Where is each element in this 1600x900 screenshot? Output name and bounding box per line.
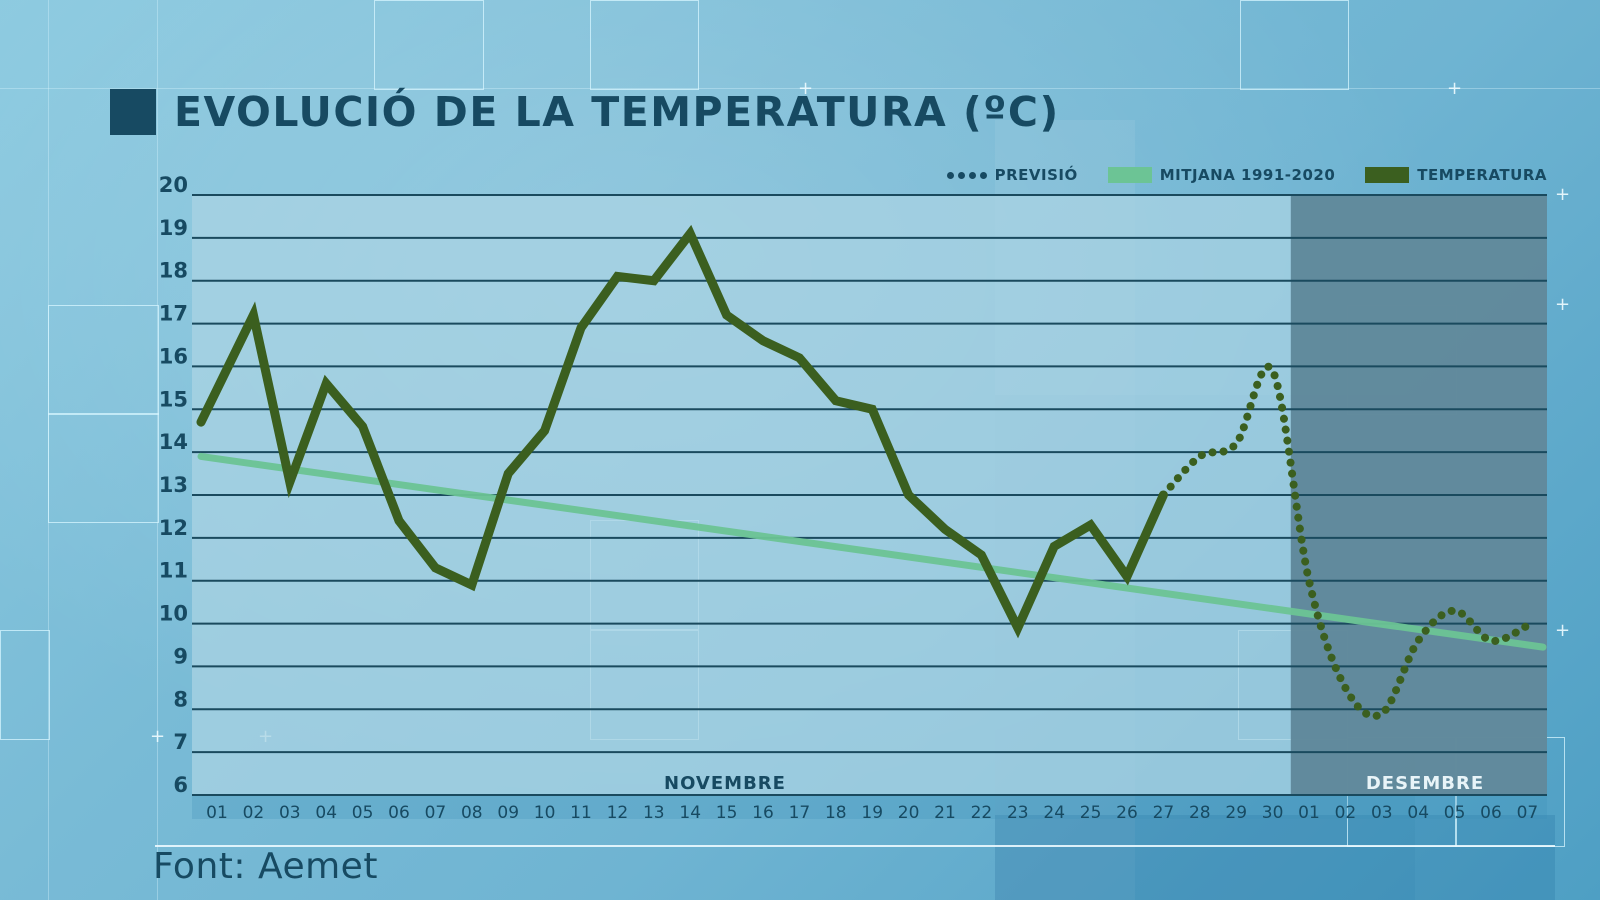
plus-icon: + [150,726,166,747]
x-tick-label: 05 [352,803,374,823]
x-tick-label: 08 [461,803,483,823]
x-tick-label: 20 [898,803,920,823]
average-swatch-icon [1107,167,1152,183]
x-tick-label: 23 [1007,803,1029,823]
y-tick-label: 19 [159,216,188,240]
x-tick-label: 03 [1371,803,1393,823]
x-axis-band [192,795,1547,819]
decorative-frame [48,413,159,523]
x-tick-label: 18 [825,803,847,823]
x-tick-label: 22 [971,803,993,823]
y-tick-label: 6 [173,773,188,797]
legend-label: PREVISIÓ [994,166,1078,184]
y-tick-label: 11 [159,559,188,583]
decorative-frame [48,305,159,415]
plus-icon: + [1555,620,1571,641]
y-tick-label: 15 [159,387,188,411]
temperature-line [196,224,1168,639]
x-tick-label: 07 [1517,803,1539,823]
x-tick-label: 12 [607,803,629,823]
x-tick-label: 28 [1189,803,1211,823]
x-tick-label: 02 [243,803,265,823]
y-tick-label: 17 [159,302,188,326]
x-tick-label: 05 [1444,803,1466,823]
month-label-november: NOVEMBRE [664,773,786,794]
x-tick-label: 04 [1407,803,1429,823]
y-tick-label: 13 [159,473,188,497]
x-tick-label: 01 [206,803,228,823]
x-tick-label: 06 [1480,803,1502,823]
x-tick-label: 01 [1298,803,1320,823]
y-tick-label: 7 [173,730,188,754]
x-tick-label: 09 [497,803,519,823]
legend-item-average: MITJANA 1991-2020 [1107,166,1336,184]
y-tick-label: 20 [159,173,188,197]
background-panel [995,815,1555,900]
y-tick-label: 9 [173,644,188,668]
y-tick-label: 16 [159,344,188,368]
y-tick-label: 12 [159,516,188,540]
x-tick-label: 29 [1225,803,1247,823]
x-axis-labels: 01 02 03 04 05 06 07 08 09 10 11 12 13 14 15 16 17 18 19 20… [206,803,1538,823]
x-tick-label: 15 [716,803,738,823]
title-text: EVOLUCIÓ DE LA TEMPERATURA (ºC) [174,88,1060,136]
legend: PREVISIÓ MITJANA 1991-2020 TEMPERATURA [946,166,1547,184]
x-tick-label: 26 [1116,803,1138,823]
x-tick-label: 13 [643,803,665,823]
x-tick-label: 17 [789,803,811,823]
decorative-frame [0,630,50,740]
y-tick-label: 14 [159,430,188,454]
decorative-line [157,0,158,900]
x-tick-label: 07 [425,803,447,823]
x-tick-label: 14 [679,803,701,823]
x-tick-label: 25 [1080,803,1102,823]
x-tick-label: 24 [1043,803,1065,823]
y-tick-label: 8 [173,687,188,711]
legend-label: TEMPERATURA [1417,166,1547,184]
plus-icon: + [1555,184,1571,205]
y-tick-label: 10 [159,602,188,626]
y-tick-label: 18 [159,259,188,283]
x-tick-label: 02 [1335,803,1357,823]
source-divider [155,845,1555,847]
title-marker-square [110,89,156,135]
gridlines [192,194,1547,796]
x-tick-label: 03 [279,803,301,823]
x-tick-label: 16 [752,803,774,823]
decorative-frame [374,0,484,90]
x-tick-label: 11 [570,803,592,823]
decorative-line [0,88,1600,89]
source-label: Font: Aemet [153,846,378,887]
y-axis-labels: 20 19 18 17 16 15 14 13 12 11 10 9 8 7 6 [159,173,188,797]
month-label-december: DESEMBRE [1366,773,1484,794]
decorative-frame [1240,0,1349,90]
plus-icon: + [1555,294,1571,315]
legend-item-forecast: PREVISIÓ [946,166,1078,184]
plus-icon: + [1447,78,1463,99]
chart-title: EVOLUCIÓ DE LA TEMPERATURA (ºC) [110,88,1060,136]
decorative-frame [590,0,699,90]
legend-label: MITJANA 1991-2020 [1159,166,1336,184]
x-tick-label: 06 [388,803,410,823]
dotted-line-icon [946,171,987,179]
x-tick-label: 30 [1262,803,1284,823]
plus-icon: + [798,78,814,99]
x-tick-label: 21 [934,803,956,823]
forecast-line [1159,363,1532,720]
legend-item-temperature: TEMPERATURA [1365,166,1547,184]
x-tick-label: 04 [315,803,337,823]
temperature-swatch-icon [1365,167,1410,183]
x-tick-label: 10 [534,803,556,823]
x-tick-label: 27 [1153,803,1175,823]
x-tick-label: 19 [861,803,883,823]
